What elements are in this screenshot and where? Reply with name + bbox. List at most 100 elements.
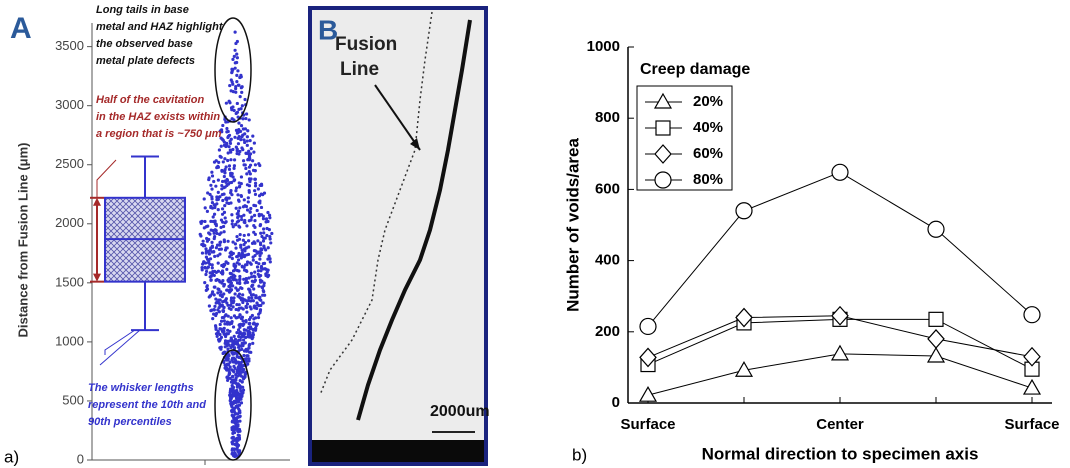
scatter-dot: [228, 360, 232, 364]
scatter-dot: [217, 148, 221, 152]
scatter-dot: [218, 232, 222, 236]
scatter-dot: [252, 305, 256, 309]
scatter-dot: [237, 121, 241, 125]
scatter-dot: [233, 242, 237, 246]
scatter-dot: [218, 337, 222, 341]
scatter-dot: [264, 217, 269, 221]
scatter-dot: [256, 269, 260, 273]
scatter-dot: [265, 233, 269, 238]
scatter-dot: [252, 223, 256, 228]
scatter-dot: [230, 67, 234, 71]
scatter-dot: [224, 260, 228, 264]
scatter-dot: [222, 174, 226, 179]
scatter-dot: [240, 316, 244, 321]
scatter-dot: [224, 120, 228, 124]
scatter-dot: [251, 331, 255, 335]
scatter-dot: [215, 300, 219, 305]
scatter-dot: [255, 251, 259, 255]
scatter-dot: [252, 150, 256, 154]
scatter-dot: [244, 112, 249, 116]
scatter-dot: [238, 313, 242, 317]
scatter-dot: [220, 130, 224, 134]
y-tick-label: 1000: [587, 38, 620, 55]
scatter-dot: [235, 238, 240, 242]
leader: [96, 159, 117, 200]
scatter-dot: [238, 419, 242, 423]
scatter-dot: [240, 264, 244, 268]
scatter-dot: [252, 141, 256, 145]
scatter-dot: [238, 95, 242, 99]
scatter-dot: [250, 279, 254, 283]
scatter-dot: [230, 222, 234, 226]
scatter-dot: [230, 321, 234, 325]
scatter-dot: [257, 212, 261, 216]
scatter-dot: [239, 286, 243, 290]
scatter-dot: [210, 266, 214, 270]
scatter-dot: [218, 243, 222, 247]
scatter-dot: [215, 243, 220, 247]
scatter-dot: [239, 374, 243, 378]
scatter-dot: [235, 302, 239, 307]
scatter-dot: [235, 110, 240, 114]
scatter-dot: [225, 332, 229, 336]
scatter-dot: [212, 231, 216, 235]
scatter-dot: [236, 142, 241, 146]
scatter-dot: [222, 210, 227, 214]
scatter-dot: [258, 253, 262, 258]
scatter-dot: [214, 159, 218, 163]
scatter-dot: [242, 268, 247, 272]
scatter-dot: [244, 359, 248, 364]
scatter-dot: [262, 191, 267, 195]
annotation: The whisker lengths: [88, 382, 194, 394]
x-tick-label: Center: [816, 416, 864, 433]
scatter-dot: [241, 293, 245, 297]
scatter-dot: [259, 269, 263, 273]
scatter-dot: [218, 332, 222, 337]
scatter-dot: [229, 250, 233, 254]
scatter-dot: [219, 293, 223, 297]
scatter-dot: [237, 303, 241, 307]
scatter-dot: [216, 190, 220, 194]
scatter-dot: [259, 303, 263, 308]
scatter-dot: [231, 325, 236, 329]
scatter-dot: [256, 239, 260, 243]
marker: [638, 385, 658, 402]
scatter-dot: [221, 123, 225, 128]
scatter-dot: [254, 260, 258, 265]
annotation: 90th percentiles: [88, 416, 172, 428]
scatter-dot: [223, 350, 227, 354]
scatter-dot: [230, 193, 234, 197]
scatter-dot: [243, 218, 247, 223]
scatter-dot: [234, 222, 238, 226]
scatter-dot: [233, 30, 237, 34]
scatter-dot: [247, 239, 251, 243]
scatter-dot: [245, 208, 250, 212]
scatter-dot: [239, 344, 243, 348]
scatter-dot: [269, 241, 273, 245]
scatter-dot: [222, 306, 226, 310]
scatter-dot: [226, 321, 230, 325]
scatter-dot: [239, 138, 243, 142]
scatter-dot: [241, 117, 245, 121]
scatter-dot: [225, 366, 229, 370]
scatter-dot: [234, 206, 238, 210]
fusion-line: [319, 11, 433, 396]
scatter-dot: [245, 262, 249, 267]
scatter-dot: [247, 343, 251, 347]
y-tick-label: 3500: [55, 38, 84, 53]
scatter-dot: [219, 290, 223, 294]
scatter-dot: [241, 127, 245, 131]
scatter-dot: [231, 105, 235, 109]
scatter-dot: [205, 209, 209, 213]
scatter-dot: [223, 345, 227, 349]
scatter-dot: [241, 338, 246, 342]
scatter-dot: [235, 412, 240, 416]
scatter-dot: [249, 350, 253, 354]
scatter-dot: [198, 232, 202, 236]
scatter-dot: [239, 245, 243, 249]
scatter-dot: [223, 263, 227, 267]
scatter-dot: [224, 246, 228, 250]
scatter-dot: [242, 163, 246, 167]
scatter-dot: [237, 199, 241, 203]
